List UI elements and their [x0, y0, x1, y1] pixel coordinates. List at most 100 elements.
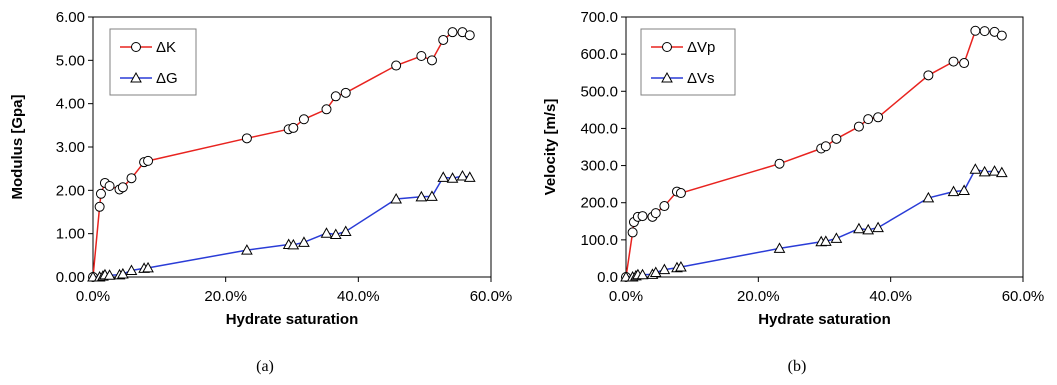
data-point-circle [627, 227, 638, 238]
data-point-triangle [142, 261, 154, 273]
y-tick-label: 0.0 [597, 269, 618, 286]
chart-panel-velocity: 0.0 100.0 200.0 300.0 400.0 500.0 600.0 700.0 0.… [529, 0, 1057, 385]
data-point-circle [774, 158, 785, 169]
series-line-triangle [626, 168, 1002, 278]
data-point-triangle [675, 260, 687, 272]
data-point-circle [298, 114, 309, 125]
data-point-circle [650, 208, 661, 219]
data-point-triangle [125, 264, 138, 275]
data-point-circle [923, 70, 934, 81]
data-point-triangle [446, 172, 459, 183]
x-axis-title: Hydrate saturation [758, 311, 891, 328]
data-point-circle [853, 121, 864, 132]
chart-panel-modulus: 0.00 1.00 2.00 3.00 4.00 5.00 6.00 0.0% 20.0% 40.… [0, 0, 528, 385]
legend-box [640, 28, 736, 96]
data-point-triangle [862, 223, 875, 235]
data-point-triangle [958, 184, 970, 195]
data-point-triangle [636, 268, 649, 280]
data-point-circle [863, 114, 874, 125]
y-tick-label: 6.00 [56, 9, 85, 26]
y-tick-label: 200.0 [580, 195, 618, 212]
data-point-circle [321, 104, 332, 115]
y-tick-label: 5.00 [56, 52, 85, 69]
data-point-triangle [922, 191, 935, 203]
data-point-circle [873, 112, 884, 123]
y-axis-title: Velocity [m/s] [542, 99, 559, 196]
data-point-triangle [241, 244, 253, 255]
data-point-circle [675, 188, 686, 199]
x-axis-title: Hydrate saturation [226, 311, 359, 328]
caption-b: (b) [787, 358, 807, 375]
data-point-circle [659, 201, 670, 212]
data-point-triangle [819, 235, 832, 246]
data-point-circle [970, 25, 981, 36]
data-point-triangle [649, 266, 662, 278]
data-point-circle [948, 56, 959, 67]
y-tick-label: 300.0 [580, 158, 618, 175]
x-tick-label: 40.0% [869, 288, 912, 305]
data-point-triangle [978, 165, 991, 177]
data-point-circle [820, 141, 831, 152]
x-tick-label: 60.0% [470, 288, 513, 305]
y-tick-label: 100.0 [580, 232, 618, 249]
y-tick-label: 2.00 [56, 182, 85, 199]
y-tick-label: 1.00 [56, 226, 85, 243]
legend-marker-triangle [661, 71, 673, 83]
data-point-triangle [995, 166, 1008, 178]
y-tick-label: 3.00 [56, 139, 85, 156]
y-tick-label: 4.00 [56, 96, 85, 113]
legend-marker-circle [662, 42, 672, 52]
series-line-triangle [93, 175, 470, 278]
data-point-triangle [320, 227, 333, 238]
legend-label: ΔVp [687, 39, 715, 56]
data-point-triangle [830, 232, 843, 243]
data-point-triangle [853, 222, 865, 234]
data-point-triangle [872, 221, 884, 233]
data-point-circle [241, 133, 252, 144]
legend-marker-triangle [130, 71, 142, 83]
data-point-triangle [117, 267, 129, 279]
data-point-circle [637, 211, 648, 222]
data-point-triangle [415, 190, 428, 202]
data-point-triangle [988, 165, 1001, 176]
data-point-circle [831, 133, 842, 144]
data-point-circle [104, 181, 115, 191]
legend-box [109, 28, 197, 96]
data-point-circle [959, 58, 970, 69]
data-point-triangle [329, 228, 342, 240]
data-point-circle [117, 182, 128, 193]
plot-frame [625, 16, 1024, 278]
x-tick-label: 20.0% [204, 288, 247, 305]
data-point-triangle [773, 242, 786, 253]
data-point-circle [330, 91, 341, 102]
y-tick-label: 600.0 [580, 46, 618, 63]
y-tick-label: 0.00 [56, 269, 85, 286]
data-point-triangle [969, 163, 982, 174]
data-point-circle [95, 188, 106, 199]
data-point-triangle [298, 236, 310, 247]
caption-a: (a) [256, 358, 274, 375]
data-point-circle [391, 60, 402, 71]
data-point-triangle [947, 185, 960, 197]
x-tick-label: 0.0% [76, 288, 110, 305]
data-point-circle [143, 155, 154, 166]
data-point-triangle [658, 263, 671, 275]
y-axis-title: Modulus [Gpa] [9, 95, 26, 200]
data-point-triangle [463, 171, 476, 182]
y-tick-label: 500.0 [580, 83, 618, 100]
x-tick-label: 60.0% [1002, 288, 1045, 305]
data-point-triangle [426, 190, 438, 201]
data-point-circle [288, 122, 299, 133]
velocity-chart: 0.0 100.0 200.0 300.0 400.0 500.0 600.0 700.0 0.… [542, 9, 1045, 328]
data-point-circle [447, 27, 458, 38]
x-tick-label: 40.0% [337, 288, 380, 305]
data-point-triangle [339, 225, 352, 236]
data-point-triangle [287, 238, 300, 250]
data-point-circle [426, 55, 437, 66]
data-point-circle [416, 51, 427, 61]
data-point-circle [126, 173, 137, 184]
data-point-circle [979, 26, 990, 37]
data-point-circle [996, 30, 1007, 41]
data-point-triangle [437, 171, 450, 182]
y-tick-label: 400.0 [580, 120, 618, 137]
